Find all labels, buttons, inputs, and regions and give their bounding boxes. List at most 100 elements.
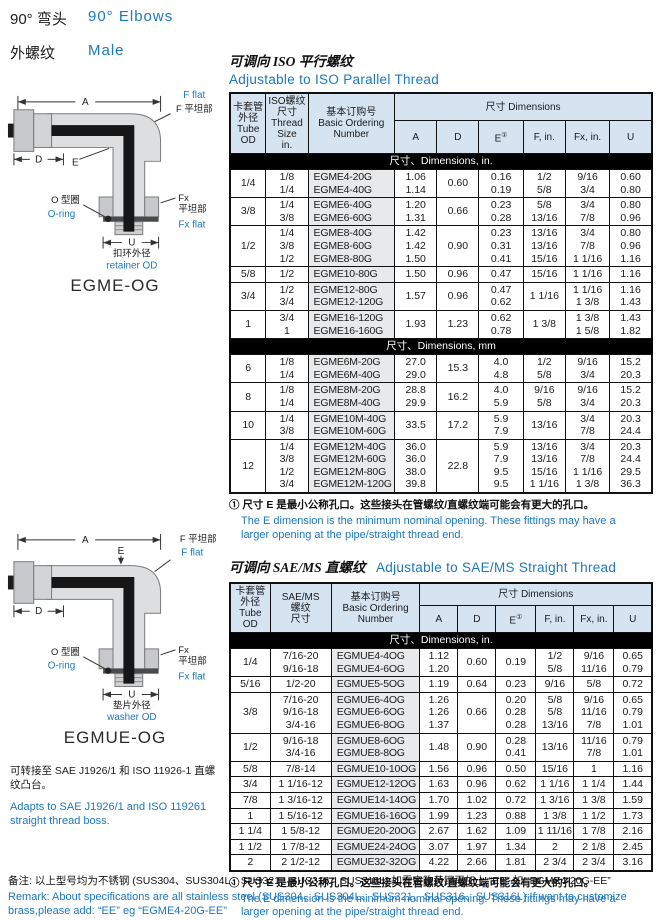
fx-flat-en-label: Fx flat bbox=[178, 220, 205, 231]
cell-thread-size: 1/8 1/4 bbox=[265, 168, 309, 199]
table-row: 1 3/4 1 EGME16-120G EGME16-160G 1.93 1.23 0.62 0… bbox=[229, 309, 653, 340]
table2-footnote-en: The E dimension is the minimum nominal o… bbox=[241, 892, 616, 919]
header-thread-size: ISO螺纹 尺寸 Thread Size in. bbox=[265, 92, 309, 154]
dim-e-label: E bbox=[72, 157, 79, 168]
dim-a-label: A bbox=[82, 97, 89, 108]
cell-dim-fx: 9/16 3/4 bbox=[564, 354, 611, 384]
cell-dim-f: 13/16 bbox=[522, 410, 566, 440]
cell-ordering-number: EGME16-120G EGME16-160G bbox=[307, 309, 396, 340]
cell-dim-u: 1.44 bbox=[613, 776, 653, 793]
cell-tube-od: 1/2 bbox=[229, 225, 267, 268]
cell-tube-od: 8 bbox=[229, 382, 267, 412]
cell-dim-fx: 11/16 7/8 bbox=[573, 732, 615, 762]
cell-dim-e: 5.9 7.9 9.5 9.5 bbox=[478, 438, 524, 494]
cell-dim-u: 0.79 1.01 bbox=[613, 732, 653, 762]
cell-dim-f: 5/8 13/16 bbox=[522, 197, 566, 227]
cell-dim-a: 1.26 1.26 1.37 bbox=[419, 691, 459, 734]
cell-dim-f: 9/16 bbox=[535, 676, 575, 693]
cell-tube-od: 1/2 bbox=[229, 732, 271, 762]
table1-footnote-zh: ① 尺寸 E 是最小公称孔口。这些接头在管螺纹/直螺纹端可能会有更大的孔口。 bbox=[229, 499, 595, 512]
dim-a-label: A bbox=[82, 535, 89, 546]
cell-dim-fx: 5/8 bbox=[573, 676, 615, 693]
cell-dim-d: 22.8 bbox=[436, 438, 480, 494]
cell-dim-f: 1 3/16 bbox=[535, 792, 575, 809]
cell-tube-od: 3/4 bbox=[229, 776, 271, 793]
cell-dim-fx: 9/16 11/16 bbox=[573, 648, 615, 678]
cell-dim-a: 1.06 1.14 bbox=[394, 168, 438, 199]
cell-dim-d: 0.96 bbox=[457, 760, 497, 778]
table-row: 3/4 1/2 3/4 EGME12-80G EGME12-120G 1.57 0.96 0.… bbox=[229, 281, 653, 311]
table-row: 1/2 9/16-18 3/4-16 EGMUE8-6OG EGMUE8-8OG 1.48… bbox=[229, 732, 653, 762]
cell-dim-fx: 1 1/4 bbox=[573, 776, 615, 793]
dimension-u bbox=[102, 236, 160, 249]
cell-dim-d: 15.3 bbox=[436, 354, 480, 384]
header-ordering-number: 基本订购号 Basic Ordering Number bbox=[330, 582, 421, 634]
cell-thread-size: 1/4 3/8 bbox=[265, 197, 309, 227]
cell-dim-a: 28.8 29.9 bbox=[394, 382, 438, 412]
cell-thread-size: 3/4 1 bbox=[265, 309, 309, 340]
cell-tube-od: 3/8 bbox=[229, 691, 271, 734]
page-subtitle-en: Male bbox=[88, 42, 125, 59]
cell-thread-size: 1 5/16-12 bbox=[269, 807, 332, 825]
cell-dim-fx: 1 7/8 bbox=[573, 823, 615, 840]
o-ring bbox=[104, 215, 112, 222]
cell-dim-u: 0.80 0.96 1.16 bbox=[609, 225, 653, 268]
fx-hex-right bbox=[144, 648, 160, 670]
cell-dim-fx: 1 1/16 bbox=[564, 266, 611, 283]
cell-dim-fx: 1 3/8 1 5/8 bbox=[564, 309, 611, 340]
cell-dim-d: 0.64 bbox=[457, 676, 497, 693]
table2-title: 可调向 SAE/MS 直螺纹 Adjustable to SAE/MS Stra… bbox=[229, 556, 653, 577]
header-dim-fxin: Fx, in. bbox=[564, 120, 611, 154]
table-row: 1/4 7/16-20 9/16-18 EGMUE4-4OG EGMUE4-6OG 1.1… bbox=[229, 648, 653, 678]
cell-thread-size: 1/8 1/4 bbox=[265, 382, 309, 412]
dimension-a bbox=[17, 95, 162, 112]
cell-tube-od: 7/8 bbox=[229, 792, 271, 809]
dim-u-label: U bbox=[128, 689, 135, 700]
o-ring-en-label: O-ring bbox=[48, 661, 75, 672]
cell-ordering-number: EGME12M-40G EGME12M-60G EGME12M-80G EGME12M… bbox=[307, 438, 396, 494]
cell-dim-u: 1.16 1.43 bbox=[609, 281, 653, 311]
cell-dim-f: 13/16 13/16 15/16 1 1/16 bbox=[522, 438, 566, 494]
cell-dim-u: 1.16 bbox=[609, 266, 653, 283]
cell-dim-d: 2.66 bbox=[457, 854, 497, 872]
units-band-row: 尺寸、Dimensions, in. bbox=[229, 632, 653, 650]
table1-title-zh: 可调向 ISO 平行螺纹 bbox=[229, 54, 353, 69]
cell-tube-od: 1/4 bbox=[229, 648, 271, 678]
cell-tube-od: 2 bbox=[229, 854, 271, 872]
cell-dim-fx: 2 1/8 bbox=[573, 838, 615, 856]
cell-dim-e: 1.34 bbox=[495, 838, 537, 856]
cell-ordering-number: EGMUE24-24OG bbox=[330, 838, 421, 856]
cell-dim-a: 1.63 bbox=[419, 776, 459, 793]
remark-en: Remark: About specifications are all sta… bbox=[8, 891, 627, 917]
f-flat-en-label: F flat bbox=[181, 548, 203, 559]
cell-dim-d: 0.96 bbox=[436, 281, 480, 311]
table-row: 3/8 7/16-20 9/16-18 3/4-16 EGMUE6-4OG EGMUE6-… bbox=[229, 691, 653, 734]
cell-dim-u: 2.45 bbox=[613, 838, 653, 856]
egme-og-diagram: A F flat F 平坦部 D E bbox=[4, 86, 226, 296]
f-flat-leader bbox=[154, 113, 171, 123]
adapter-note: 可转接至 SAE J1926/1 和 ISO 11926-1 直螺纹凸台。 Ad… bbox=[10, 764, 216, 828]
remark-block: 备注: 以上型号均为不锈钢 (SUS304、SUS304L、SUS321、SUS… bbox=[8, 874, 663, 918]
table1-title-en: Adjustable to ISO Parallel Thread bbox=[229, 72, 440, 87]
cell-ordering-number: EGMUE10-10OG bbox=[330, 760, 421, 778]
e-leader bbox=[117, 555, 124, 565]
header-dim-fxin: Fx, in. bbox=[573, 605, 615, 634]
nut-hex bbox=[13, 561, 35, 604]
header-tube-od: 卡套管 外径 Tube OD bbox=[229, 92, 267, 154]
cell-dim-f: 1/2 5/8 bbox=[535, 648, 575, 678]
cell-ordering-number: EGME8-40G EGME8-60G EGME8-80G bbox=[307, 225, 396, 268]
cell-dim-a: 1.19 bbox=[419, 676, 459, 693]
units-band-row: 尺寸、Dimensions, in. bbox=[229, 153, 653, 170]
cell-dim-f: 1/2 5/8 bbox=[522, 354, 566, 384]
cell-ordering-number: EGMUE4-4OG EGMUE4-6OG bbox=[330, 648, 421, 678]
cell-dim-d: 17.2 bbox=[436, 410, 480, 440]
cell-dim-e: 4.0 4.8 bbox=[478, 354, 524, 384]
o-ring-zh-label: O 型圈 bbox=[51, 194, 80, 205]
cell-dim-d: 0.60 bbox=[436, 168, 480, 199]
table2-title-en: Adjustable to SAE/MS Straight Thread bbox=[375, 560, 617, 576]
cell-dim-u: 15.2 20.3 bbox=[609, 382, 653, 412]
cell-dim-u: 0.60 0.80 bbox=[609, 168, 653, 199]
cell-thread-size: 2 1/2-12 bbox=[269, 854, 332, 872]
